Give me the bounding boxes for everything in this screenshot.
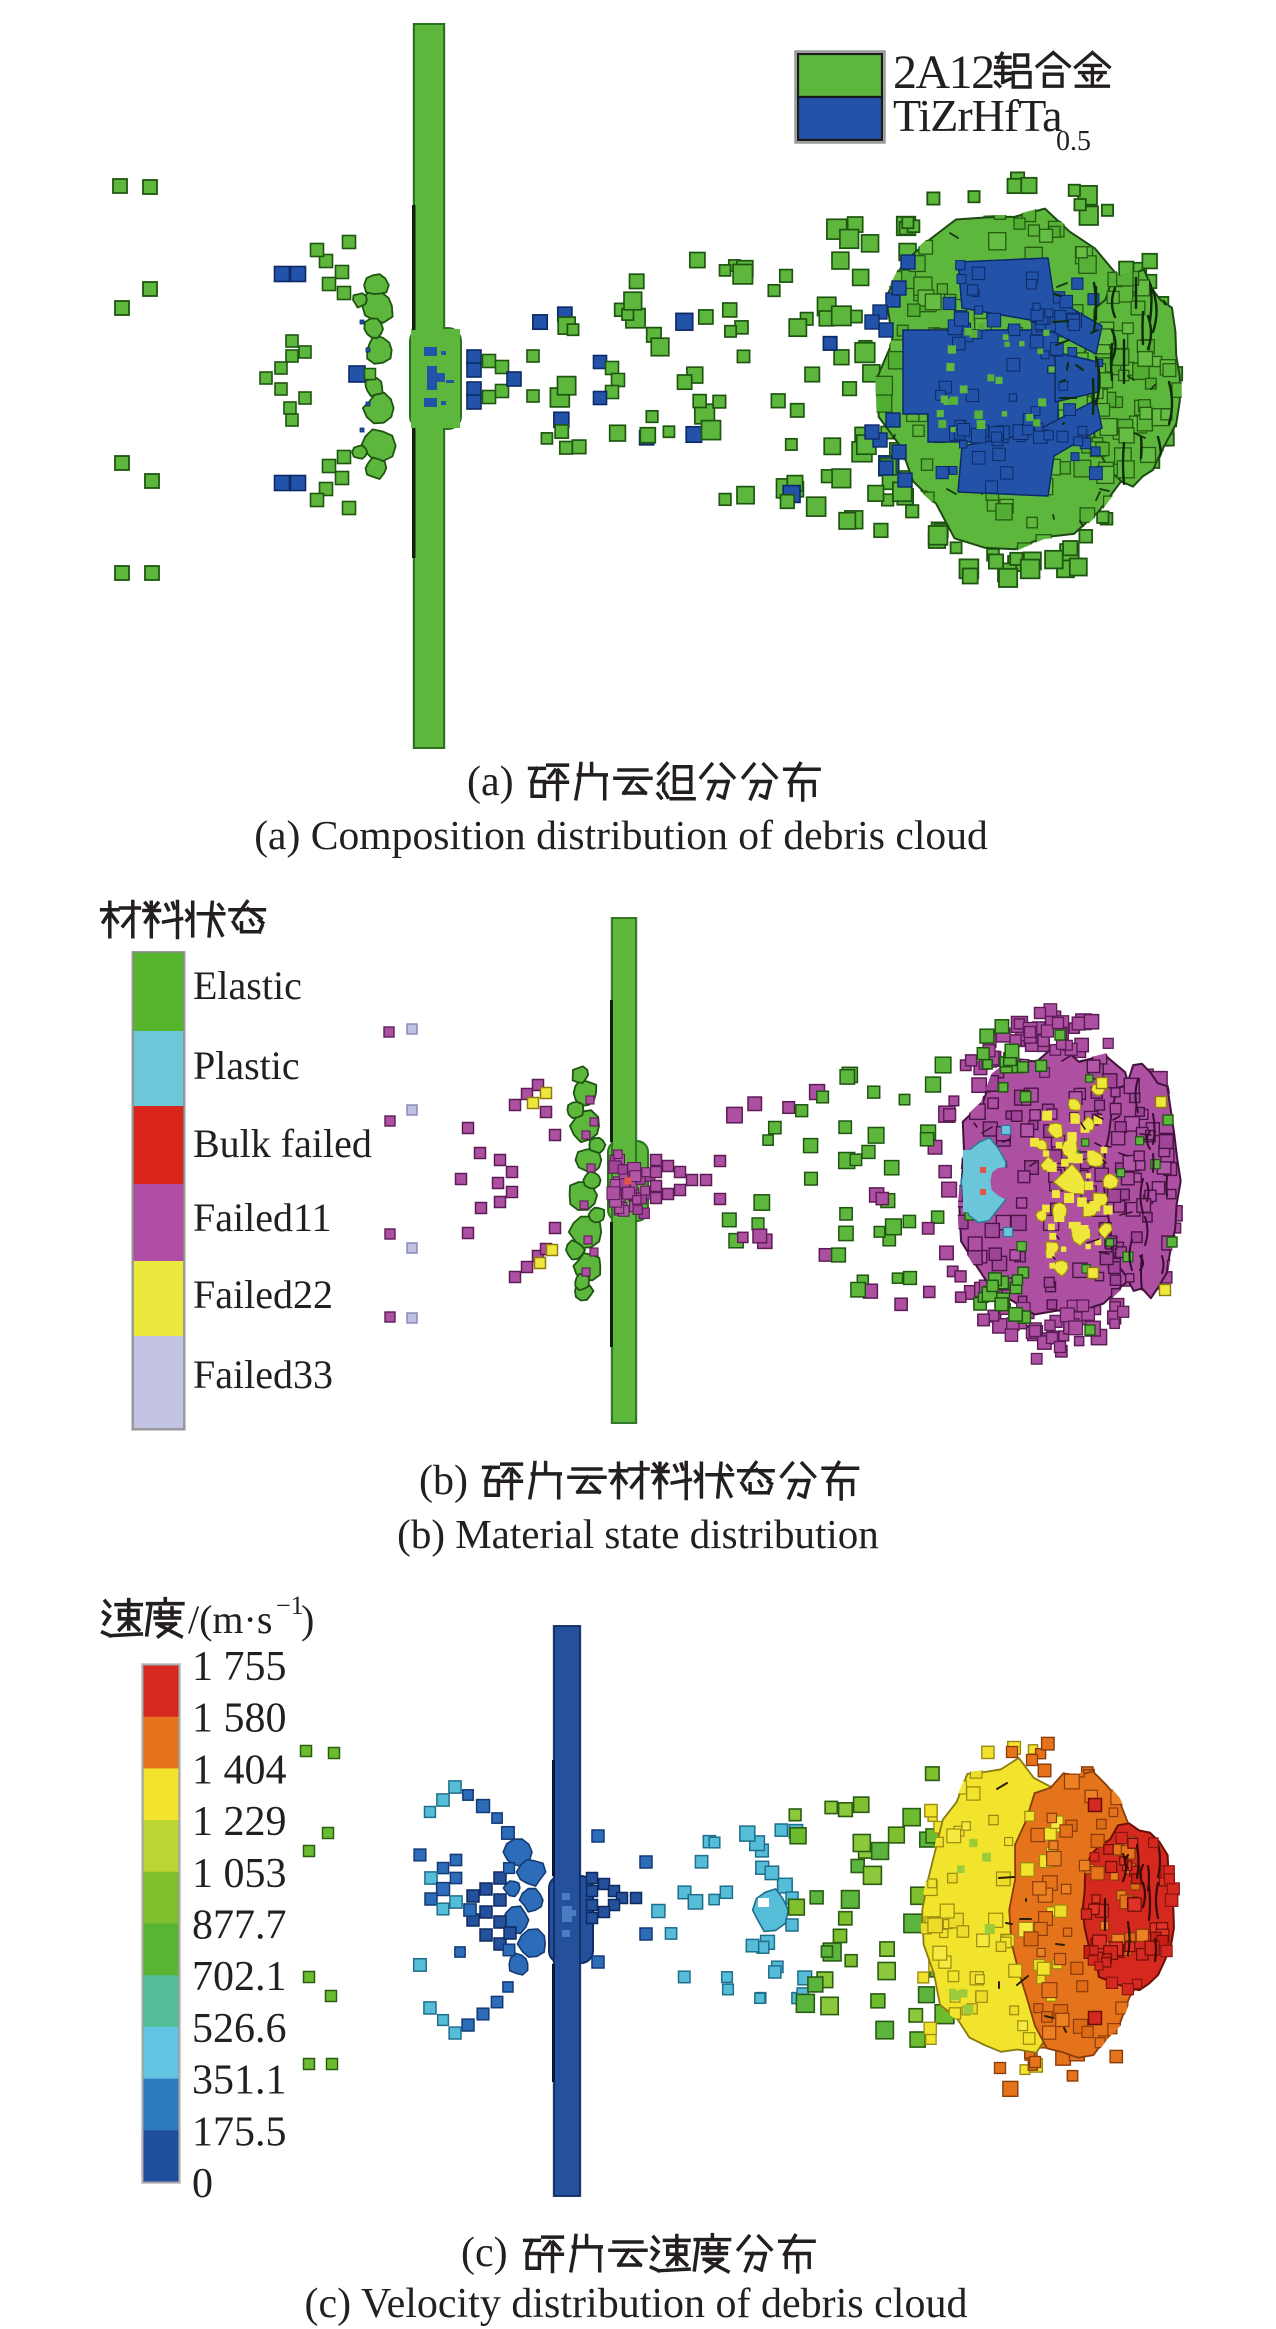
svg-text:351.1: 351.1 <box>192 2058 287 2104</box>
svg-text:Failed22: Failed22 <box>193 1272 333 1317</box>
svg-text:Failed33: Failed33 <box>193 1352 333 1397</box>
svg-text:(c) Velocity distribution of d: (c) Velocity distribution of debris clou… <box>305 2281 968 2327</box>
svg-text:526.6: 526.6 <box>192 2006 287 2052</box>
svg-text:Plastic: Plastic <box>193 1043 300 1088</box>
svg-text:0: 0 <box>192 2161 213 2207</box>
svg-text:877.7: 877.7 <box>192 1903 287 1949</box>
svg-text:1 580: 1 580 <box>192 1696 287 1742</box>
svg-text:1 404: 1 404 <box>192 1747 287 1793</box>
svg-text:2A12: 2A12 <box>893 46 994 99</box>
svg-text:TiZrHfTa: TiZrHfTa <box>893 90 1062 141</box>
svg-text:0.5: 0.5 <box>1056 126 1091 157</box>
svg-text:Elastic: Elastic <box>193 963 302 1008</box>
svg-text:−1: −1 <box>276 1591 304 1620</box>
svg-text:702.1: 702.1 <box>192 1954 287 2000</box>
svg-text:Failed11: Failed11 <box>193 1195 332 1240</box>
svg-text:175.5: 175.5 <box>192 2109 287 2155</box>
svg-text:/(m·s: /(m·s <box>188 1597 272 1642</box>
svg-text:1 229: 1 229 <box>192 1799 287 1845</box>
svg-text:): ) <box>301 1597 314 1642</box>
svg-text:(c): (c) <box>461 2230 508 2276</box>
svg-text:Bulk failed: Bulk failed <box>193 1121 372 1166</box>
svg-text:(a): (a) <box>467 759 514 805</box>
svg-text:1 053: 1 053 <box>192 1851 287 1897</box>
svg-text:(a) Composition distribution o: (a) Composition distribution of debris c… <box>254 812 988 859</box>
svg-text:(b) Material state distributio: (b) Material state distribution <box>397 1511 879 1557</box>
svg-text:(b): (b) <box>419 1458 468 1504</box>
svg-text:1 755: 1 755 <box>192 1644 287 1690</box>
